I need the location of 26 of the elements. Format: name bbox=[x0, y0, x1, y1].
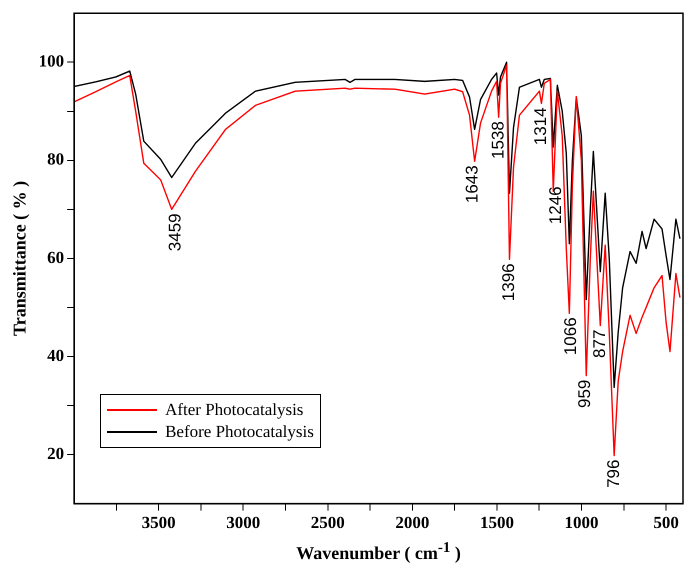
y-tick-label: 60 bbox=[47, 248, 64, 267]
annotation: 3459 bbox=[165, 213, 184, 252]
y-tick-label: 20 bbox=[47, 444, 64, 463]
y-tick-label: 100 bbox=[38, 52, 64, 71]
x-tick-label: 1000 bbox=[564, 513, 599, 532]
annotation: 1396 bbox=[499, 263, 518, 302]
annotation: 796 bbox=[604, 460, 623, 488]
y-tick-label: 80 bbox=[47, 150, 64, 169]
x-tick-label: 3000 bbox=[226, 513, 260, 532]
x-tick-label: 2500 bbox=[310, 513, 345, 532]
y-axis-title: Transmittance ( % ) bbox=[9, 180, 30, 336]
annotation: 959 bbox=[574, 380, 594, 408]
annotation: 1538 bbox=[488, 121, 508, 159]
legend-label: Before Photocatalysis bbox=[165, 422, 314, 442]
annotation: 1246 bbox=[546, 186, 566, 224]
x-tick-label: 3500 bbox=[142, 513, 176, 532]
x-axis-title: Wavenumber ( cm$^{-1}$ ) bbox=[295, 540, 462, 564]
y-tick-label: 40 bbox=[47, 346, 64, 365]
annotation: 1066 bbox=[561, 317, 580, 356]
x-tick-label: 1500 bbox=[480, 513, 514, 532]
annotation: 877 bbox=[590, 330, 609, 358]
annotation: 1314 bbox=[531, 107, 550, 146]
x-tick-label: 2000 bbox=[395, 513, 430, 532]
x-tick-label: 500 bbox=[653, 513, 679, 532]
legend-label: After Photocatalysis bbox=[165, 400, 304, 420]
annotation: 1643 bbox=[462, 165, 482, 204]
